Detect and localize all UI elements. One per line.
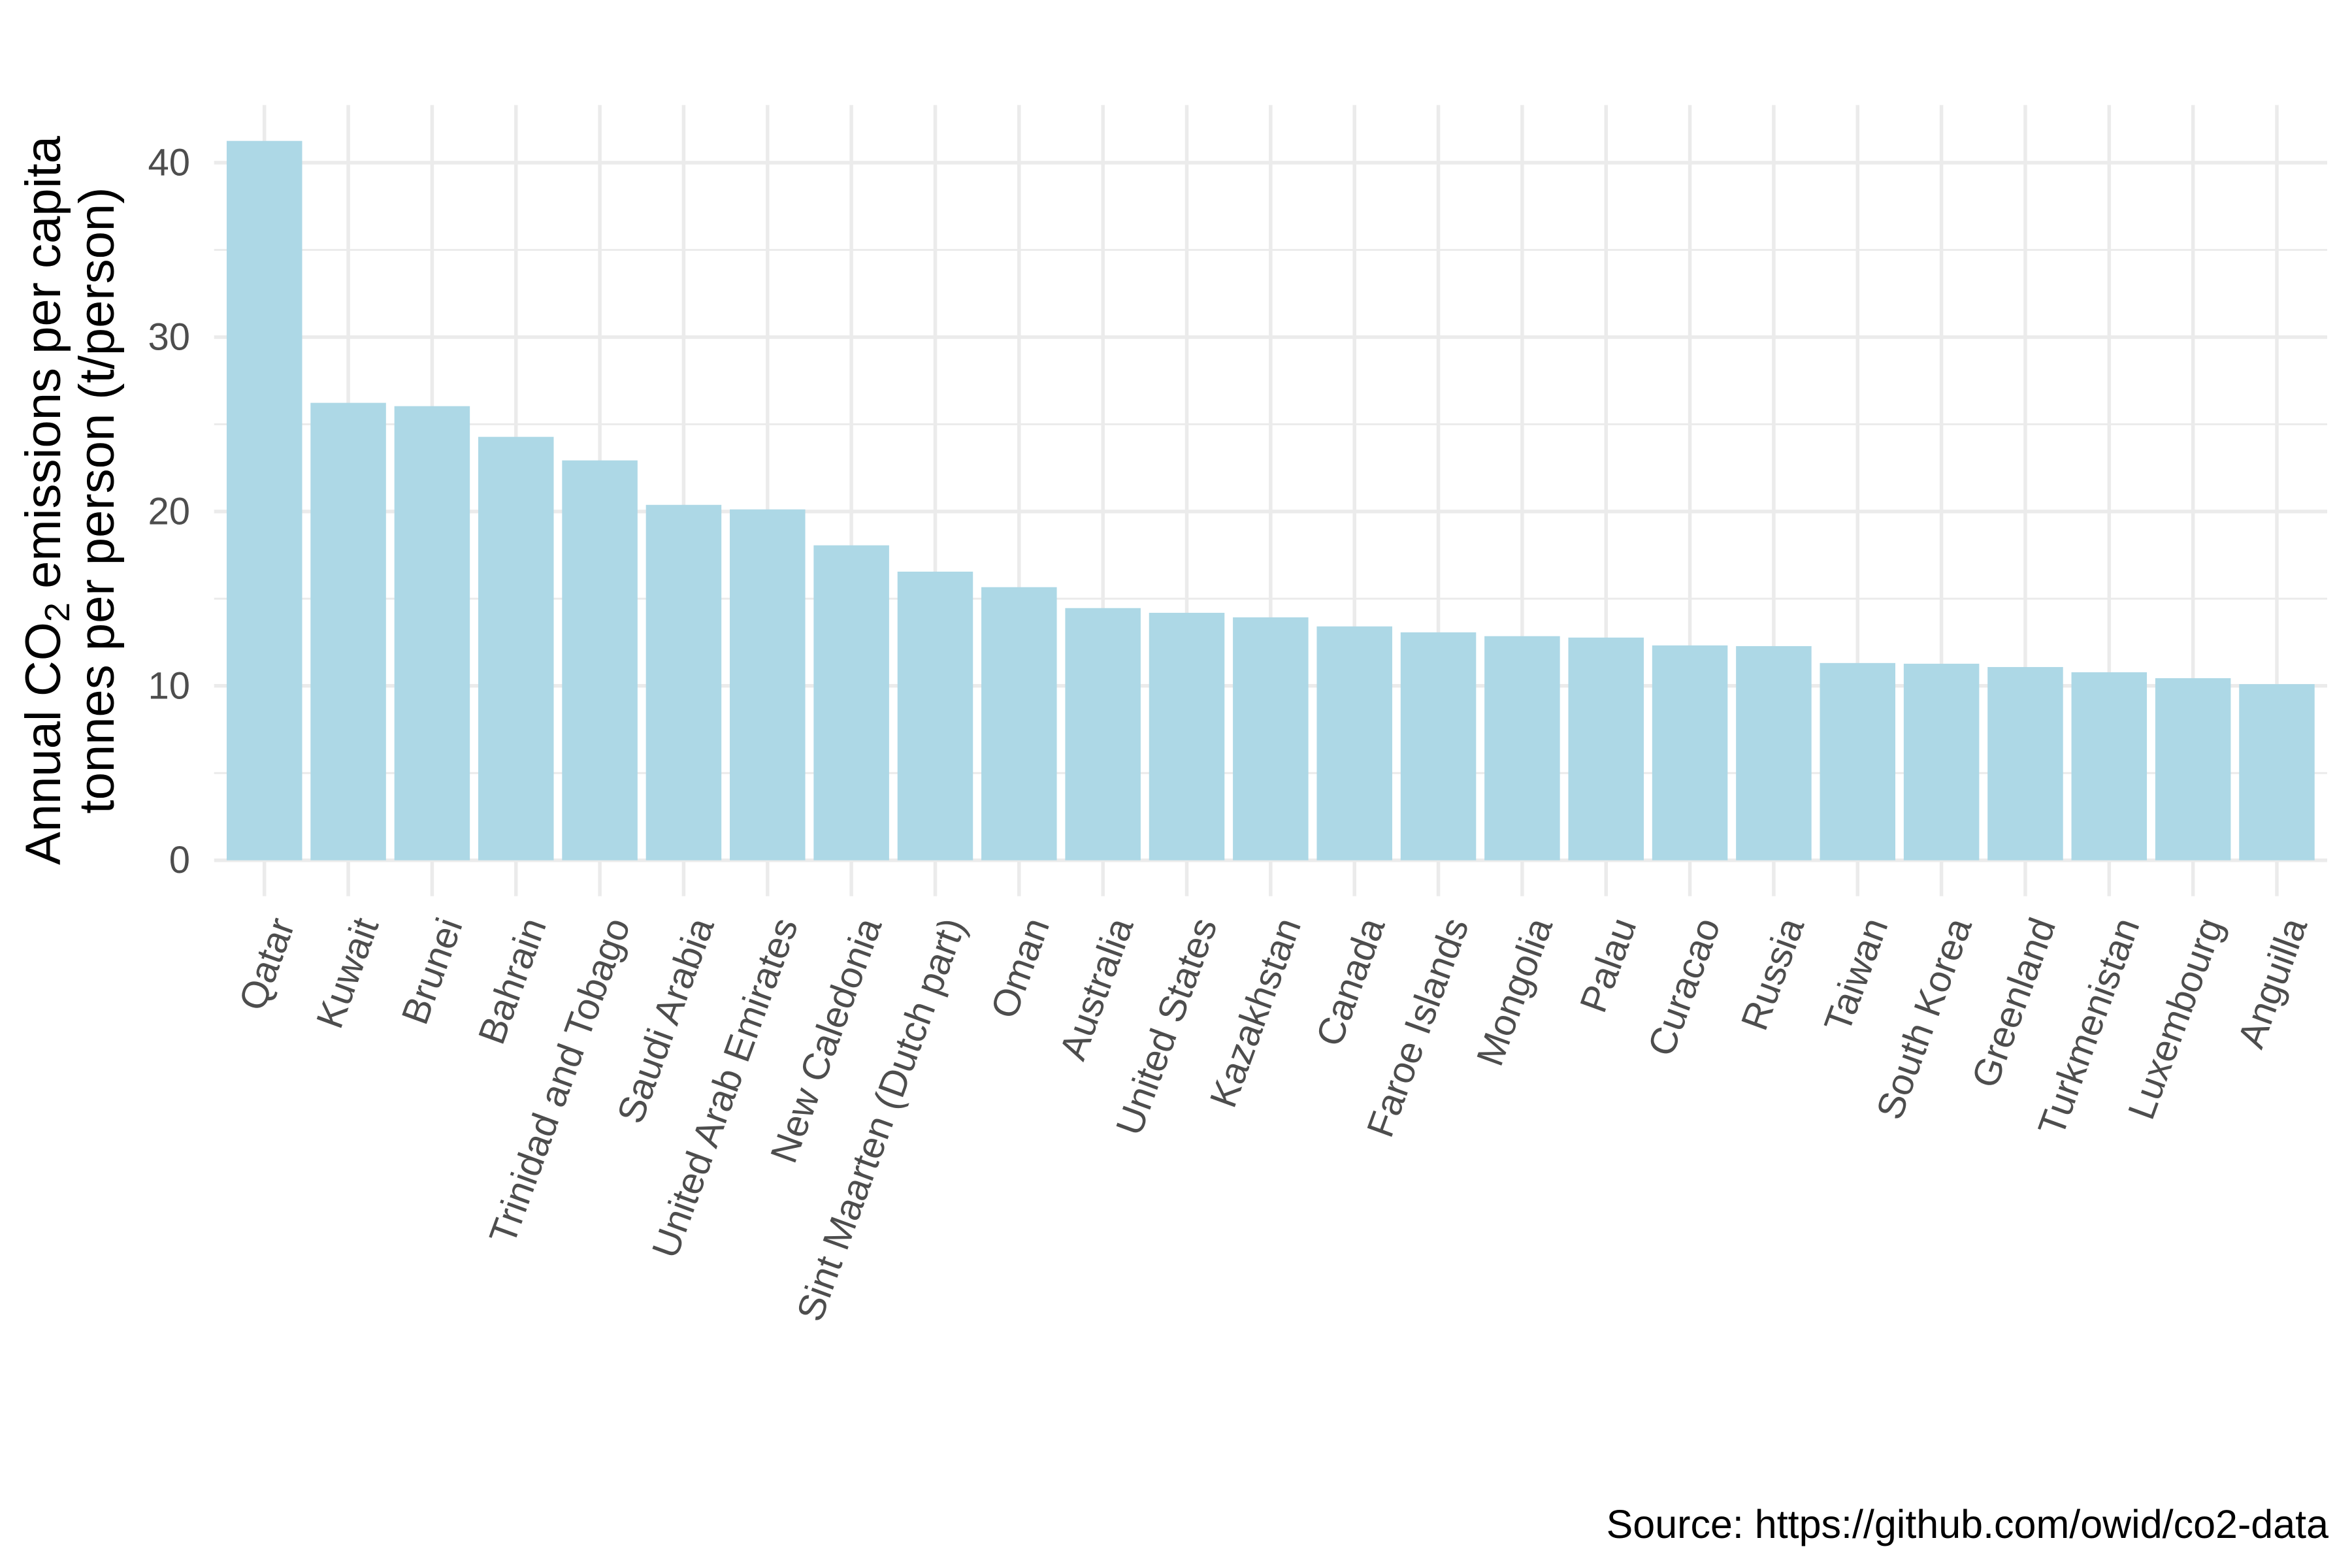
bar: [730, 509, 806, 860]
bar: [1065, 608, 1141, 860]
x-tick-label: Taiwan: [1816, 912, 1897, 1037]
y-axis-title-prefix: Annual CO: [16, 622, 71, 865]
bar: [2071, 672, 2148, 860]
y-axis-tick-labels: 0 10 20 30 40: [148, 142, 190, 882]
bar: [1233, 617, 1309, 860]
y-tick-label: 10: [148, 664, 190, 707]
bar: [394, 406, 470, 860]
bar: [1820, 662, 1896, 860]
bar: [981, 587, 1057, 860]
x-tick-label: Brunei: [393, 912, 470, 1030]
bar: [1568, 637, 1644, 860]
source-caption: Source: https://github.com/owid/co2-data: [1607, 1502, 2328, 1546]
x-tick-label: Bahrain: [470, 912, 555, 1049]
x-tick-label: Mongolia: [1469, 912, 1561, 1071]
bar: [1736, 645, 1812, 860]
bar: [1903, 663, 1980, 860]
bar: [310, 402, 386, 860]
x-tick-label: Russia: [1733, 912, 1813, 1036]
bar: [1987, 666, 2063, 860]
y-axis-title-line1: Annual CO2 emissions per capita: [16, 135, 77, 864]
y-tick-label: 30: [148, 316, 190, 358]
bars: [226, 140, 2315, 860]
y-tick-label: 20: [148, 490, 190, 532]
bar: [897, 571, 973, 860]
bar: [226, 140, 302, 860]
x-tick-label: Greenland: [1964, 912, 2065, 1093]
bar: [813, 545, 889, 860]
x-tick-label: Palau: [1572, 912, 1645, 1018]
x-tick-label: Oman: [983, 912, 1058, 1024]
x-tick-label: Kuwait: [308, 912, 387, 1034]
bar: [1484, 636, 1560, 860]
x-tick-label: Qatar: [231, 912, 303, 1016]
bar: [645, 504, 722, 860]
bar: [562, 460, 638, 860]
x-tick-label: Australia: [1051, 912, 1142, 1066]
bar: [1149, 612, 1225, 860]
x-tick-label: Curacao: [1640, 912, 1729, 1061]
bar: [1316, 626, 1392, 860]
y-axis-title-suffix: emissions per capita: [16, 135, 71, 602]
y-axis-title-line2: tonnes per person (t/person): [69, 188, 125, 814]
y-axis-title-subscript: 2: [38, 602, 77, 622]
bar: [2239, 684, 2315, 860]
bar: [1400, 632, 1477, 860]
y-tick-label: 0: [169, 839, 190, 881]
x-tick-label: Anguilla: [2230, 912, 2316, 1054]
bar: [2155, 678, 2231, 860]
bar: [1652, 645, 1728, 860]
y-axis-title: Annual CO2 emissions per capita tonnes p…: [16, 135, 125, 864]
bar: [478, 436, 554, 860]
x-tick-label: Canada: [1308, 912, 1394, 1052]
y-tick-label: 40: [148, 142, 190, 184]
